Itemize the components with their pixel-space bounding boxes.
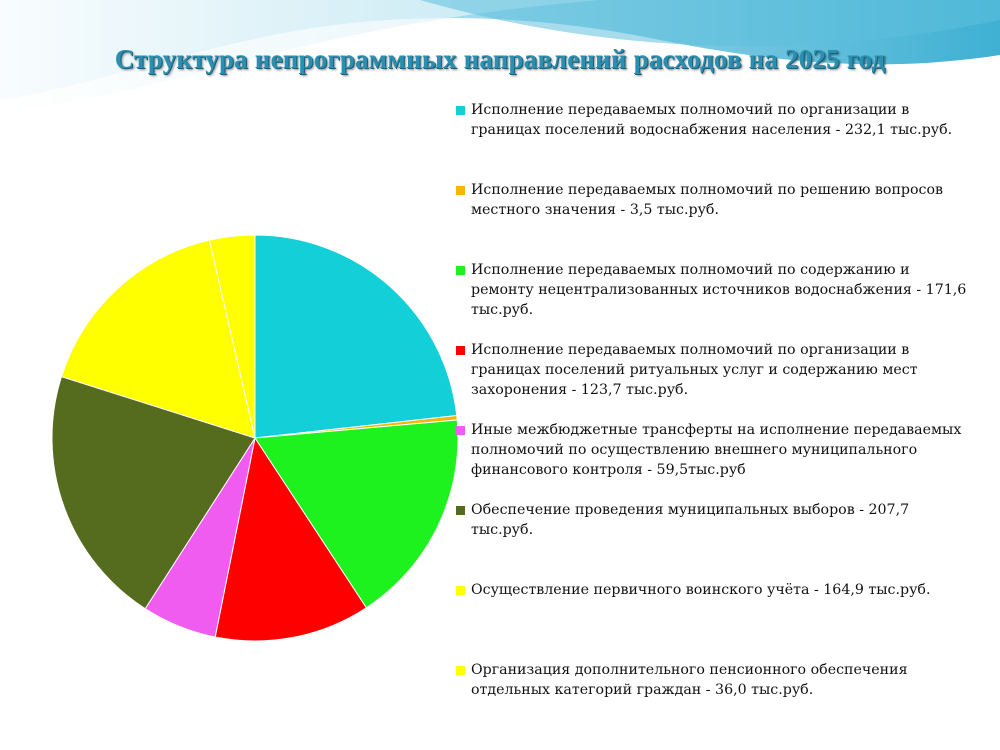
- legend-item-6: Обеспечение проведения муниципальных выб…: [456, 500, 976, 540]
- legend-swatch: [456, 506, 465, 515]
- legend-label: Осуществление первичного воинского учёта…: [471, 582, 931, 598]
- legend-swatch: [456, 186, 465, 195]
- legend-label: Обеспечение проведения муниципальных выб…: [471, 502, 910, 538]
- legend-label: Иные межбюджетные трансферты на исполнен…: [471, 422, 962, 478]
- legend-swatch: [456, 346, 465, 355]
- legend-swatch: [456, 426, 465, 435]
- legend-label: Организация дополнительного пенсионного …: [471, 662, 908, 698]
- legend-label: Исполнение передаваемых полномочий по ор…: [471, 342, 918, 398]
- legend-label: Исполнение передаваемых полномочий по со…: [471, 262, 967, 318]
- slide-title: Структура непрограммных направлений расх…: [114, 44, 886, 74]
- legend-item-8: Организация дополнительного пенсионного …: [456, 660, 976, 700]
- legend-label: Исполнение передаваемых полномочий по ре…: [471, 182, 944, 218]
- legend-item-4: Исполнение передаваемых полномочий по ор…: [456, 340, 976, 400]
- pie-slice-3: [254, 419, 459, 609]
- legend-swatch: [456, 666, 465, 675]
- legend-label: Исполнение передаваемых полномочий по ор…: [471, 102, 953, 138]
- legend-item-5: Иные межбюджетные трансферты на исполнен…: [456, 420, 976, 480]
- pie-slice-8: [208, 234, 256, 439]
- legend-swatch: [456, 266, 465, 275]
- legend-item-3: Исполнение передаваемых полномочий по со…: [456, 260, 976, 320]
- legend-item-7: Осуществление первичного воинского учёта…: [456, 580, 976, 600]
- legend-item-1: Исполнение передаваемых полномочий по ор…: [456, 100, 976, 140]
- pie-chart: [51, 234, 459, 642]
- legend-swatch: [456, 586, 465, 595]
- pie-slice-1: [254, 234, 458, 439]
- legend-item-2: Исполнение передаваемых полномочий по ре…: [456, 180, 976, 220]
- pie-slice-6: [51, 375, 256, 610]
- pie-slice-7: [60, 239, 256, 439]
- pie-slice-4: [214, 436, 368, 642]
- legend-swatch: [456, 106, 465, 115]
